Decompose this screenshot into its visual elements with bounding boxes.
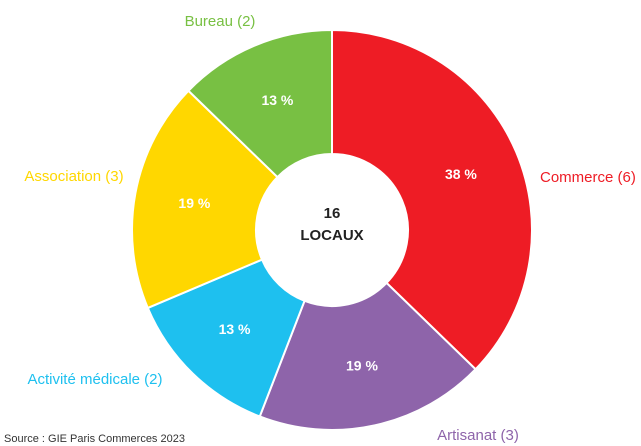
center-label: LOCAUX: [300, 227, 363, 244]
category-label: Association (3): [24, 168, 123, 185]
value-label: 13 %: [261, 92, 293, 108]
value-label: 19 %: [178, 195, 210, 211]
category-label: Bureau (2): [185, 13, 256, 30]
category-label: Artisanat (3): [437, 427, 519, 444]
slice: [131, 89, 279, 310]
slice: [258, 281, 477, 431]
slices: [131, 28, 533, 431]
value-label: 19 %: [346, 357, 378, 373]
category-label: Activité médicale (2): [27, 371, 162, 388]
center-number: 16: [324, 205, 341, 222]
value-label: 38 %: [445, 166, 477, 182]
slice: [331, 28, 533, 371]
source: Source : GIE Paris Commerces 2023: [4, 433, 185, 445]
slice: [187, 28, 333, 179]
category-label: Commerce (6): [540, 169, 636, 186]
value-label: 13 %: [219, 321, 251, 337]
slice: [146, 258, 306, 418]
